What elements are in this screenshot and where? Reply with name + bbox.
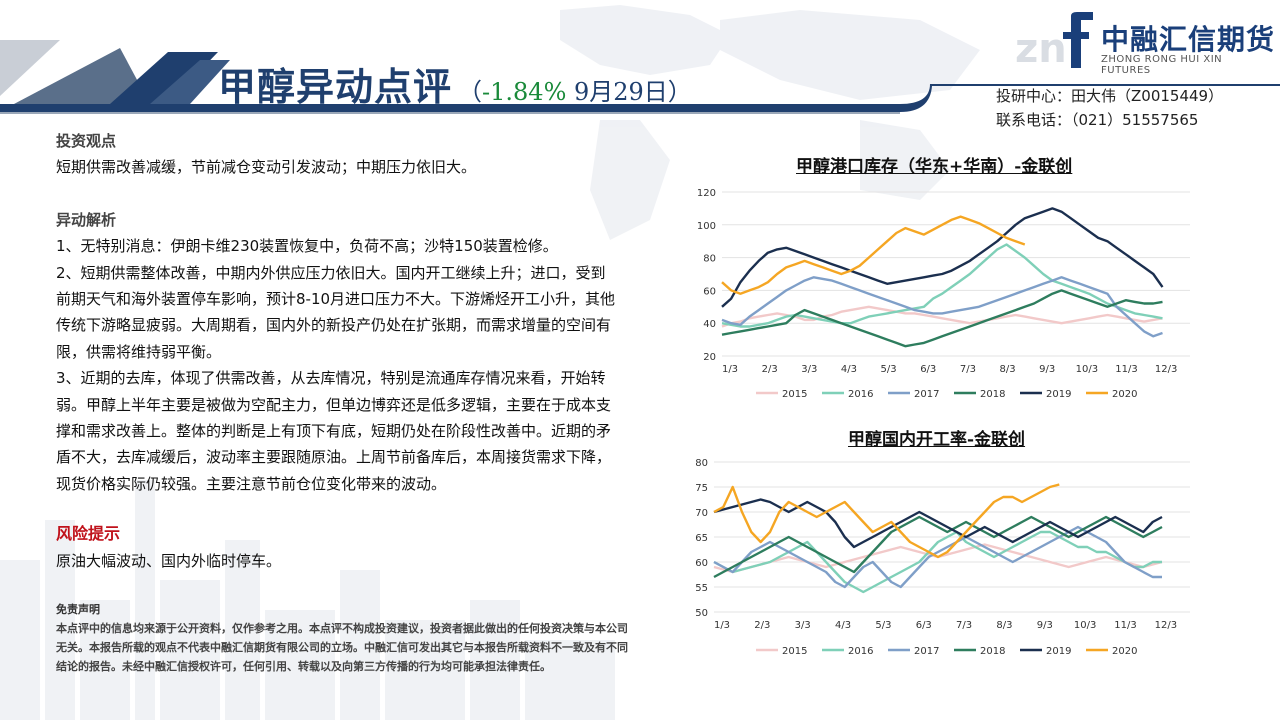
contact-phone: 联系电话：（021）51557565 (996, 111, 1199, 129)
x-tick-label: 10/3 (1076, 364, 1098, 375)
legend-label: 2015 (782, 646, 807, 657)
x-tick-label: 5/3 (881, 364, 897, 375)
legend-label: 2017 (914, 389, 939, 400)
analysis-item: 1、无特别消息：伊朗卡维230装置恢复中，负荷不高；沙特150装置检修。 (56, 237, 558, 256)
title-date: 9月29日） (566, 78, 692, 106)
chart-title-operating-rate: 甲醇国内开工率-金联创 (848, 430, 1026, 450)
x-tick-label: 6/3 (920, 364, 936, 375)
x-tick-label: 2/3 (754, 620, 770, 631)
svg-text:zn: zn (1015, 26, 1067, 72)
x-tick-label: 4/3 (835, 620, 851, 631)
y-tick-label: 120 (697, 188, 716, 199)
x-tick-label: 2/3 (762, 364, 778, 375)
title-main: 甲醇异动点评 (218, 64, 453, 109)
title-change-percent: -1.84% (482, 78, 567, 106)
x-tick-label: 12/3 (1155, 620, 1177, 631)
analysis-heading: 异动解析 (56, 210, 117, 229)
legend-label: 2019 (1046, 646, 1071, 657)
y-tick-label: 80 (703, 254, 716, 265)
legend-label: 2015 (782, 389, 807, 400)
legend-label: 2019 (1046, 389, 1071, 400)
x-tick-label: 9/3 (1039, 364, 1055, 375)
y-tick-label: 60 (695, 558, 708, 569)
series-line-2018 (721, 289, 1163, 348)
x-tick-label: 7/3 (956, 620, 972, 631)
series-line-2020 (721, 215, 1026, 295)
x-tick-label: 3/3 (795, 620, 811, 631)
disclaimer-text: 本点评中的信息均来源于公开资料，仅作参考之用。本点评不构成投资建议，投资者据此做… (56, 622, 628, 673)
y-tick-label: 60 (703, 286, 716, 297)
x-tick-label: 1/3 (722, 364, 738, 375)
x-tick-label: 9/3 (1037, 620, 1053, 631)
y-tick-label: 100 (697, 221, 716, 232)
analysis-item: 2、短期供需整体改善，中期内外供应压力依旧大。国内开工继续上升；进口，受到前期天… (56, 263, 616, 361)
series-line-2017 (721, 276, 1163, 338)
legend-label: 2018 (980, 389, 1005, 400)
risk-text: 原油大幅波动、国内外临时停车。 (56, 551, 282, 570)
risk-heading: 风险提示 (56, 524, 121, 544)
legend-label: 2016 (848, 389, 873, 400)
legend-label: 2018 (980, 646, 1005, 657)
legend-label: 2020 (1112, 389, 1137, 400)
logo-mark-icon: zn (1015, 12, 1093, 72)
series-line-2018 (713, 515, 1163, 579)
y-tick-label: 20 (703, 352, 716, 363)
x-tick-label: 1/3 (714, 620, 730, 631)
page-title: 甲醇异动点评 （-1.84% 9月29日） (218, 56, 692, 111)
x-tick-label: 12/3 (1155, 364, 1177, 375)
x-tick-label: 10/3 (1074, 620, 1096, 631)
title-subtitle: （-1.84% 9月29日） (458, 78, 692, 106)
operating-rate-chart: 50 55 60 65 70 75 80 1/3 2/3 3/3 4/3 5/3 6/3 7/3 8/3 9/… (695, 458, 1190, 657)
view-text: 短期供需改善减缓，节前减仓变动引发波动；中期压力依旧大。 (56, 158, 477, 177)
y-tick-label: 65 (695, 533, 708, 544)
y-tick-label: 40 (703, 319, 716, 330)
x-tick-label: 6/3 (916, 620, 932, 631)
x-tick-label: 8/3 (996, 620, 1012, 631)
view-heading: 投资观点 (56, 132, 117, 150)
contact-analyst: 投研中心：田大伟（Z0015449） (996, 87, 1224, 105)
contact-info: 投研中心：田大伟（Z0015449） 联系电话：（021）51557565 (996, 84, 1223, 132)
x-tick-label: 11/3 (1115, 364, 1137, 375)
x-tick-label: 11/3 (1114, 620, 1136, 631)
y-tick-label: 75 (695, 483, 708, 494)
disclaimer: 免责声明 本点评中的信息均来源于公开资料，仅作参考之用。本点评不构成投资建议，投… (56, 600, 636, 676)
y-tick-label: 80 (695, 458, 708, 469)
y-tick-label: 70 (695, 508, 708, 519)
analysis-item: 3、近期的去库，体现了供需改善，从去库情况，特别是流通库存情况来看，开始转弱。甲… (56, 369, 612, 493)
company-logo: zn 中融汇信期货 ZHONG RONG HUI XIN FUTURES (1015, 12, 1276, 76)
x-tick-label: 4/3 (841, 364, 857, 375)
inventory-chart: 20 40 60 80 100 120 1/3 2/3 3/3 4/3 5/3 6/3 7/3 8/3 9/… (697, 188, 1190, 400)
commentary: 投资观点 短期供需改善减缓，节前减仓变动引发波动；中期压力依旧大。 异动解析 1… (56, 128, 616, 574)
series-line-2019 (713, 498, 1163, 549)
x-tick-label: 7/3 (960, 364, 976, 375)
title-paren-open: （ (458, 78, 483, 106)
disclaimer-title: 免责声明 (56, 603, 100, 616)
y-tick-label: 55 (695, 583, 708, 594)
legend-label: 2017 (914, 646, 939, 657)
legend-label: 2016 (848, 646, 873, 657)
x-tick-label: 5/3 (875, 620, 891, 631)
x-tick-label: 8/3 (999, 364, 1015, 375)
logo-name-en: ZHONG RONG HUI XIN FUTURES (1101, 54, 1223, 76)
header-banner (0, 40, 1280, 114)
logo-name-cn: 中融汇信期货 (1101, 23, 1276, 56)
series-line-2020 (713, 483, 1060, 559)
legend-label: 2020 (1112, 646, 1137, 657)
x-tick-label: 3/3 (801, 364, 817, 375)
y-tick-label: 50 (695, 608, 708, 619)
series-line-2019 (721, 207, 1164, 308)
chart-title-inventory: 甲醇港口库存（华东+华南）-金联创 (796, 157, 1073, 177)
